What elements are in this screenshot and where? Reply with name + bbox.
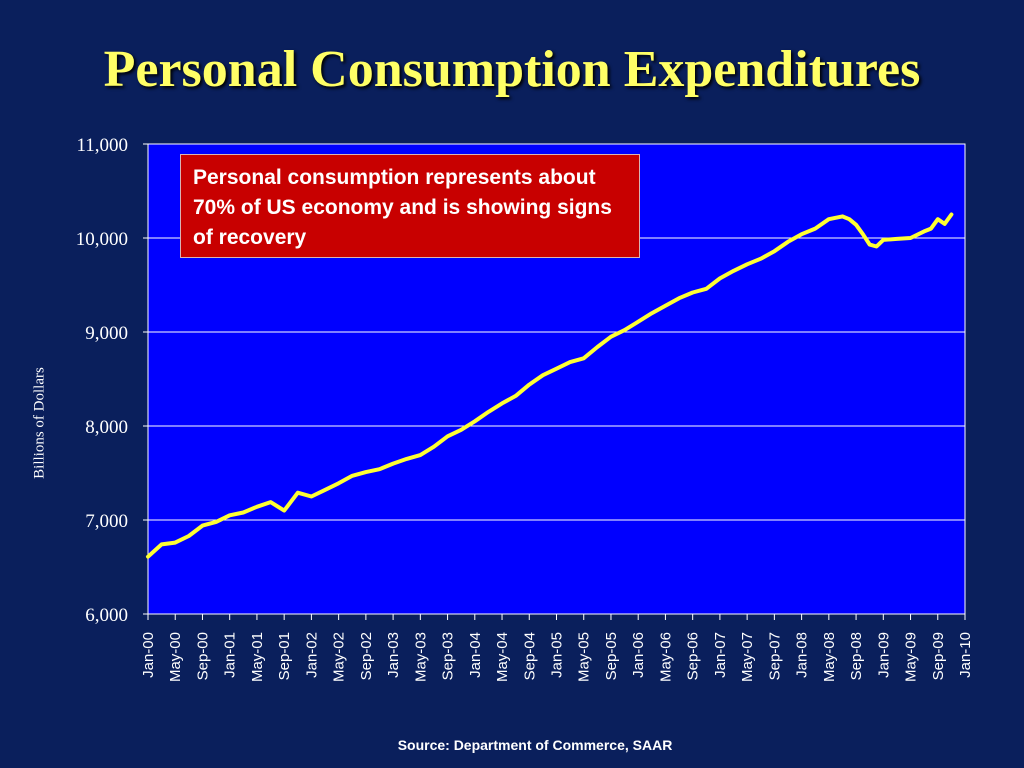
callout-box: Personal consumption represents about 70… [180,154,640,258]
x-tick-label: Sep-06 [685,632,702,680]
x-tick-label: May-08 [821,632,838,682]
x-tick-label: May-07 [739,632,756,682]
x-tick-label: Sep-07 [766,632,783,680]
x-tick-label: May-02 [331,632,348,682]
x-tick-label: Jan-08 [794,632,811,678]
y-tick-label: 11,000 [76,135,128,156]
x-tick-label: May-03 [412,632,429,682]
y-axis: 6,000 7,000 8,000 9,000 10,000 11,000 [76,135,148,626]
x-tick-label: May-09 [903,632,920,682]
series-line-pce [146,212,954,559]
x-tick-label: Sep-03 [440,632,457,680]
x-tick-label: Sep-01 [276,632,293,680]
x-tick-label: May-05 [576,632,593,682]
x-tick-label: Jan-10 [957,632,974,678]
x-tick-label: Sep-04 [521,632,538,680]
source-note: Source: Department of Commerce, SAAR [397,737,673,753]
x-tick-label: Sep-05 [603,632,620,680]
x-tick-label: Jan-03 [385,632,402,678]
y-axis-label: Billions of Dollars [31,367,48,479]
x-tick-label: Sep-02 [358,632,375,680]
y-tick-label: 9,000 [85,323,128,344]
y-tick-label: 8,000 [85,417,128,438]
x-tick-label: May-04 [494,632,511,682]
x-tick-label: Sep-09 [930,632,947,680]
x-tick-label: May-06 [657,632,674,682]
x-tick-label: Jan-07 [712,632,729,678]
x-axis: Jan-00 May-00 Sep-00 Jan-01 May-01 Sep-01 Jan-… [140,614,974,682]
x-tick-label: Jan-02 [303,632,320,678]
x-tick-label: Jan-04 [467,632,484,678]
y-tick-label: 6,000 [85,605,128,626]
x-tick-label: Sep-00 [194,632,211,680]
page-title: Personal Consumption Expenditures [103,41,921,98]
x-tick-label: May-01 [249,632,266,682]
y-tick-label: 10,000 [76,229,128,250]
x-tick-label: Jan-01 [222,632,239,678]
x-tick-label: May-00 [167,632,184,682]
x-tick-label: Jan-00 [140,632,157,678]
x-tick-label: Jan-09 [875,632,892,678]
x-tick-label: Sep-08 [848,632,865,680]
x-tick-label: Jan-05 [549,632,566,678]
x-tick-label: Jan-06 [630,632,647,678]
y-tick-label: 7,000 [85,511,128,532]
